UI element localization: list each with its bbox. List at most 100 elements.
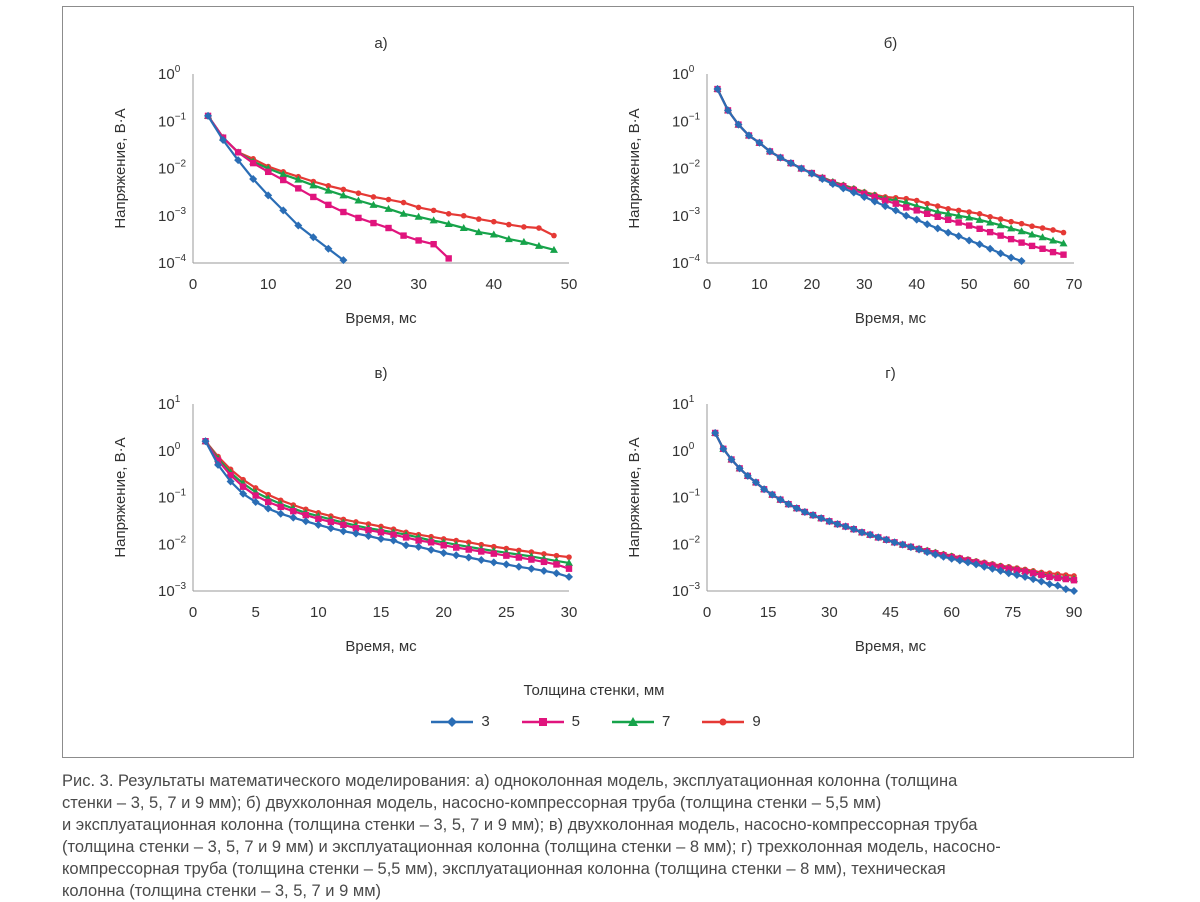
x-tick-label-g: 30: [821, 604, 838, 621]
data-point-7-b: [944, 209, 953, 217]
data-point-7-a: [489, 230, 498, 238]
data-point-9-v: [528, 549, 535, 555]
data-point-3-g: [939, 552, 948, 561]
data-point-3-g: [825, 517, 834, 526]
data-point-7-a: [444, 219, 453, 227]
data-point-3-g: [1012, 570, 1021, 579]
data-point-3-b: [849, 188, 858, 197]
data-point-3-g: [841, 522, 850, 531]
legend-item-3: 3: [429, 713, 490, 730]
data-point-5-g: [1062, 575, 1070, 583]
data-point-7-a: [294, 175, 303, 183]
data-point-9-a: [521, 224, 527, 230]
data-point-5-g: [1046, 573, 1053, 581]
data-point-5-v: [214, 457, 222, 464]
data-point-3-b: [996, 249, 1005, 258]
data-point-5-b: [903, 204, 910, 211]
data-point-5-a: [310, 193, 317, 201]
data-point-3-b: [765, 147, 774, 156]
legend-label-9: 9: [752, 713, 761, 730]
data-point-3-g: [955, 556, 964, 565]
y-tick-label-v: 101: [158, 394, 181, 413]
data-point-7-v: [565, 558, 573, 566]
x-tick-label-b: 10: [751, 276, 768, 293]
data-point-3-v: [326, 524, 335, 533]
caption-line: компрессорная труба (толщина стенки – 5,…: [62, 860, 946, 878]
data-point-3-a: [294, 221, 303, 230]
data-point-3-g: [1061, 585, 1070, 594]
data-point-9-a: [355, 190, 362, 197]
x-tick-label-b: 0: [703, 276, 711, 293]
data-point-5-b: [944, 216, 952, 224]
data-point-9-a: [445, 210, 452, 217]
data-point-5-g: [1021, 568, 1029, 575]
data-point-3-v: [201, 437, 210, 446]
x-tick-label-a: 40: [485, 276, 502, 293]
data-point-5-g: [1013, 566, 1021, 574]
data-point-3-g: [882, 535, 891, 544]
series-line-7-g: [714, 432, 1075, 581]
data-point-7-a: [399, 209, 408, 217]
data-point-3-a: [264, 191, 273, 200]
data-point-3-v: [239, 489, 248, 498]
data-point-3-b: [713, 85, 722, 94]
x-tick-label-g: 45: [882, 604, 899, 621]
y-tick-label-g: 101: [672, 394, 695, 413]
data-point-3-v: [439, 548, 448, 557]
data-point-5-b: [955, 219, 962, 226]
data-point-9-a: [430, 207, 437, 214]
data-point-5-b: [976, 225, 983, 232]
data-point-3-b: [870, 197, 879, 206]
data-point-3-g: [972, 560, 981, 569]
data-point-3-b: [755, 138, 764, 147]
chart-title-v: в): [375, 365, 388, 382]
data-point-3-b: [1007, 253, 1016, 262]
y-axis-label-g: Напряжение, В·А: [626, 437, 643, 557]
legend-item-5: 5: [520, 713, 580, 730]
data-point-5-a: [415, 237, 422, 244]
data-point-5-b: [1039, 245, 1046, 252]
data-point-3-a: [249, 174, 258, 183]
data-point-3-a: [339, 256, 348, 265]
data-point-9-a: [415, 204, 422, 211]
data-point-3-v: [314, 520, 323, 529]
data-point-3-b: [912, 215, 921, 224]
data-point-7-b: [923, 204, 932, 212]
data-point-7-b: [1017, 227, 1026, 235]
series-line-3-b: [716, 88, 1022, 263]
data-point-5-v: [352, 525, 360, 532]
y-tick-label-v: 10−1: [158, 488, 187, 507]
data-point-7-a: [279, 170, 288, 178]
x-axis-label-a: Время, мс: [345, 310, 417, 327]
series-line-7-a: [207, 115, 555, 251]
data-point-5-v: [315, 515, 322, 523]
data-point-5-b: [871, 193, 878, 201]
y-tick-label-b: 10−4: [672, 253, 701, 272]
data-point-3-g: [898, 540, 907, 549]
x-tick-label-a: 10: [260, 276, 277, 293]
caption-line: (толщина стенки – 3, 5, 7 и 9 мм) и эксп…: [62, 838, 1001, 856]
data-point-9-v: [453, 537, 460, 544]
legend-marker-5: [521, 717, 564, 726]
data-point-9-b: [997, 216, 1004, 222]
data-point-9-a: [325, 183, 332, 189]
data-point-3-g: [1070, 587, 1078, 595]
data-point-9-b: [934, 203, 941, 209]
data-point-5-b: [913, 207, 920, 214]
data-point-3-g: [874, 533, 883, 542]
data-point-3-v: [339, 527, 348, 536]
data-point-3-b: [923, 220, 932, 229]
series-line-9-g: [714, 432, 1075, 577]
x-tick-label-v: 0: [189, 604, 197, 621]
data-point-5-v: [540, 558, 548, 566]
data-point-9-a: [340, 186, 347, 193]
data-point-9-v: [503, 545, 510, 552]
x-axis-label-b: Время, мс: [855, 310, 927, 327]
data-point-3-b: [975, 240, 984, 249]
data-point-9-a: [475, 216, 482, 222]
data-point-3-g: [1021, 572, 1030, 581]
data-point-5-v: [390, 531, 397, 538]
data-point-3-b: [1017, 257, 1026, 266]
data-point-3-b: [744, 131, 753, 140]
data-point-7-a: [549, 245, 558, 253]
